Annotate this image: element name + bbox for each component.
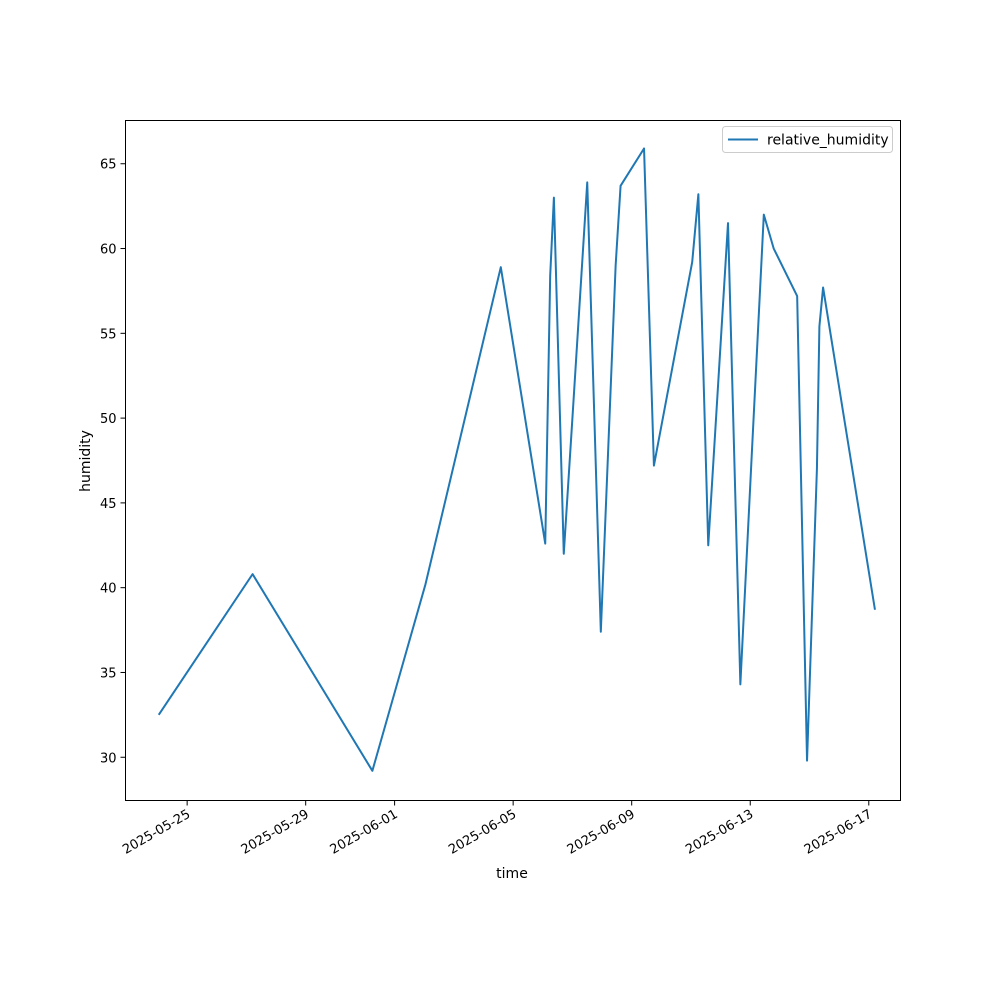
y-axis-label: humidity [78, 430, 94, 492]
x-tick-label: 2025-05-29 [239, 807, 312, 858]
y-tick-label: 35 [100, 666, 117, 681]
series-layer [159, 148, 875, 770]
x-axis-label: time [496, 866, 528, 882]
x-tick-label: 2025-05-25 [120, 807, 193, 858]
x-tick-label: 2025-06-13 [683, 807, 756, 858]
legend-label-relative-humidity: relative_humidity [767, 133, 889, 149]
series-line-relative-humidity [159, 148, 875, 770]
y-tick-label: 50 [100, 412, 117, 427]
y-tick-label: 45 [100, 497, 117, 512]
x-tick-label: 2025-06-01 [328, 807, 401, 858]
y-tick-label: 60 [100, 243, 117, 258]
y-tick-label: 40 [100, 582, 117, 597]
plot-frame [126, 121, 901, 801]
y-tick-label: 55 [100, 327, 117, 342]
legend: relative_humidity [723, 127, 893, 153]
y-tick-label: 30 [100, 751, 117, 766]
y-tick-label: 65 [100, 158, 117, 173]
x-tick-label: 2025-06-09 [565, 807, 638, 858]
x-tick-label: 2025-06-05 [446, 807, 519, 858]
x-tick-label: 2025-06-17 [802, 807, 875, 858]
axes: 30 35 40 45 50 55 60 65 2025-05-25 2025-05-29 2025… [100, 158, 875, 858]
